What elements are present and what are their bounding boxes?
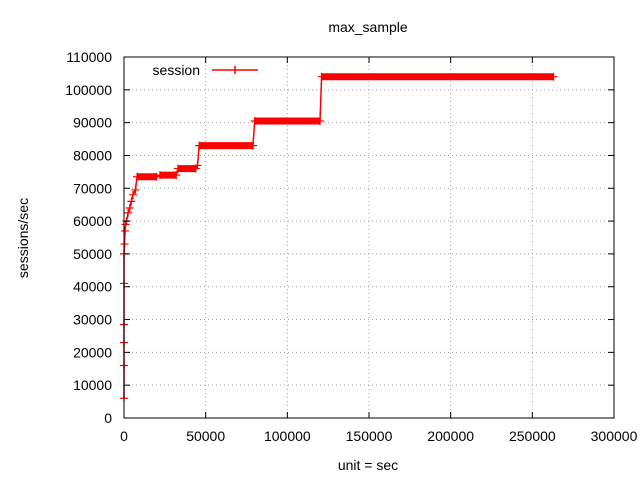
y-tick-label: 50000 — [73, 246, 112, 262]
x-tick-label: 0 — [120, 428, 128, 444]
chart-title: max_sample — [328, 19, 408, 35]
x-tick-label: 150000 — [346, 428, 393, 444]
y-tick-label: 80000 — [73, 147, 112, 163]
x-tick-label: 300000 — [591, 428, 638, 444]
y-tick-label: 110000 — [66, 49, 112, 65]
series-line-session — [123, 75, 554, 399]
y-tick-label: 70000 — [73, 180, 112, 196]
x-tick-label: 250000 — [509, 428, 556, 444]
data-point — [131, 185, 140, 194]
y-tick-label: 20000 — [73, 344, 112, 360]
data-point — [128, 190, 137, 199]
y-tick-label: 60000 — [73, 213, 112, 229]
y-tick-label: 100000 — [65, 82, 112, 98]
data-point — [121, 220, 130, 229]
data-point — [125, 203, 134, 212]
legend-label-session: session — [153, 62, 200, 78]
legend: session — [153, 62, 258, 78]
y-tick-label: 30000 — [73, 312, 112, 328]
grid-lines — [124, 57, 614, 418]
axis-ticks: 0 50000 100000 150000 200000 250000 300000 0 100… — [65, 49, 637, 444]
y-tick-label: 0 — [104, 410, 112, 426]
y-tick-label: 40000 — [73, 279, 112, 295]
data-point — [124, 208, 133, 217]
x-axis-label: unit = sec — [338, 457, 398, 473]
x-tick-label: 50000 — [186, 428, 225, 444]
y-tick-label: 10000 — [73, 377, 112, 393]
x-tick-label: 200000 — [427, 428, 474, 444]
x-tick-label: 100000 — [264, 428, 311, 444]
series-layer — [120, 72, 558, 403]
y-tick-label: 90000 — [73, 115, 112, 131]
data-point — [120, 226, 129, 235]
data-point — [127, 197, 136, 206]
y-axis-label: sessions/sec — [15, 198, 31, 278]
